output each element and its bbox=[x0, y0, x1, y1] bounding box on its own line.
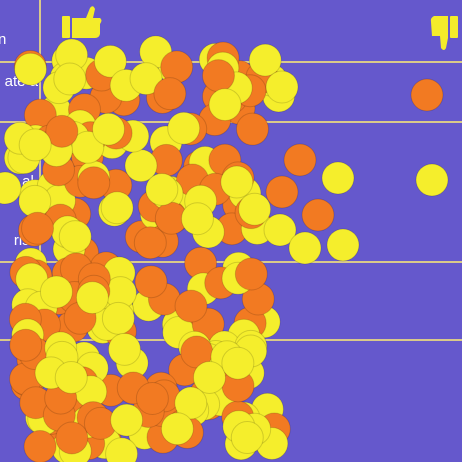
vote-dot bbox=[105, 437, 139, 462]
vote-dot bbox=[153, 77, 187, 111]
vote-dot bbox=[21, 211, 55, 245]
vote-dot bbox=[167, 111, 201, 145]
vote-dot bbox=[234, 257, 268, 291]
vote-dot bbox=[265, 70, 299, 104]
vote-dot bbox=[110, 403, 144, 437]
vote-dot bbox=[174, 386, 208, 420]
vote-dot bbox=[45, 114, 79, 148]
vote-dot bbox=[208, 88, 242, 122]
vote-dot bbox=[174, 289, 208, 323]
vote-dot bbox=[53, 62, 87, 96]
vote-dot bbox=[75, 281, 109, 315]
vote-dot bbox=[230, 421, 264, 455]
vote-dot bbox=[180, 202, 214, 236]
vote-dot bbox=[101, 301, 135, 335]
vote-dot bbox=[39, 275, 73, 309]
vote-dot bbox=[321, 161, 355, 195]
vote-dot bbox=[55, 421, 89, 455]
vote-dot bbox=[18, 128, 52, 162]
thumbs-down-icon bbox=[430, 16, 458, 50]
vote-dot bbox=[23, 430, 57, 462]
vote-dot bbox=[220, 165, 254, 199]
vote-dot bbox=[77, 166, 111, 200]
vote-dot bbox=[145, 172, 179, 206]
vote-dot bbox=[283, 143, 317, 177]
thumbs-up-icon bbox=[62, 6, 102, 39]
vote-dot bbox=[100, 191, 134, 225]
vote-dot bbox=[93, 44, 127, 78]
vote-dot bbox=[14, 52, 48, 86]
vote-dot bbox=[410, 78, 444, 112]
vote-dot bbox=[92, 112, 126, 146]
vote-dot bbox=[415, 163, 449, 197]
vote-dot bbox=[192, 360, 226, 394]
vote-dot bbox=[263, 213, 297, 247]
vote-dot bbox=[326, 228, 360, 262]
vote-dot bbox=[265, 175, 299, 209]
vote-dot bbox=[133, 226, 167, 260]
vote-dot bbox=[201, 59, 235, 93]
vote-dots bbox=[0, 35, 449, 462]
vote-dot bbox=[248, 43, 282, 77]
vote-dot bbox=[221, 346, 255, 380]
vote-dot bbox=[235, 112, 269, 146]
vote-dot bbox=[107, 332, 141, 366]
vote-dot bbox=[288, 231, 322, 265]
vote-dot bbox=[129, 62, 163, 96]
vote-dot bbox=[301, 198, 335, 232]
vote-dot bbox=[54, 360, 88, 394]
vote-dot bbox=[134, 265, 168, 299]
vote-dot bbox=[9, 328, 43, 362]
vote-dot bbox=[160, 412, 194, 446]
header-label: n bbox=[0, 31, 6, 48]
vote-dot bbox=[58, 220, 92, 254]
vote-dot bbox=[0, 171, 22, 205]
vote-dot bbox=[238, 192, 272, 226]
vote-dot bbox=[135, 382, 169, 416]
